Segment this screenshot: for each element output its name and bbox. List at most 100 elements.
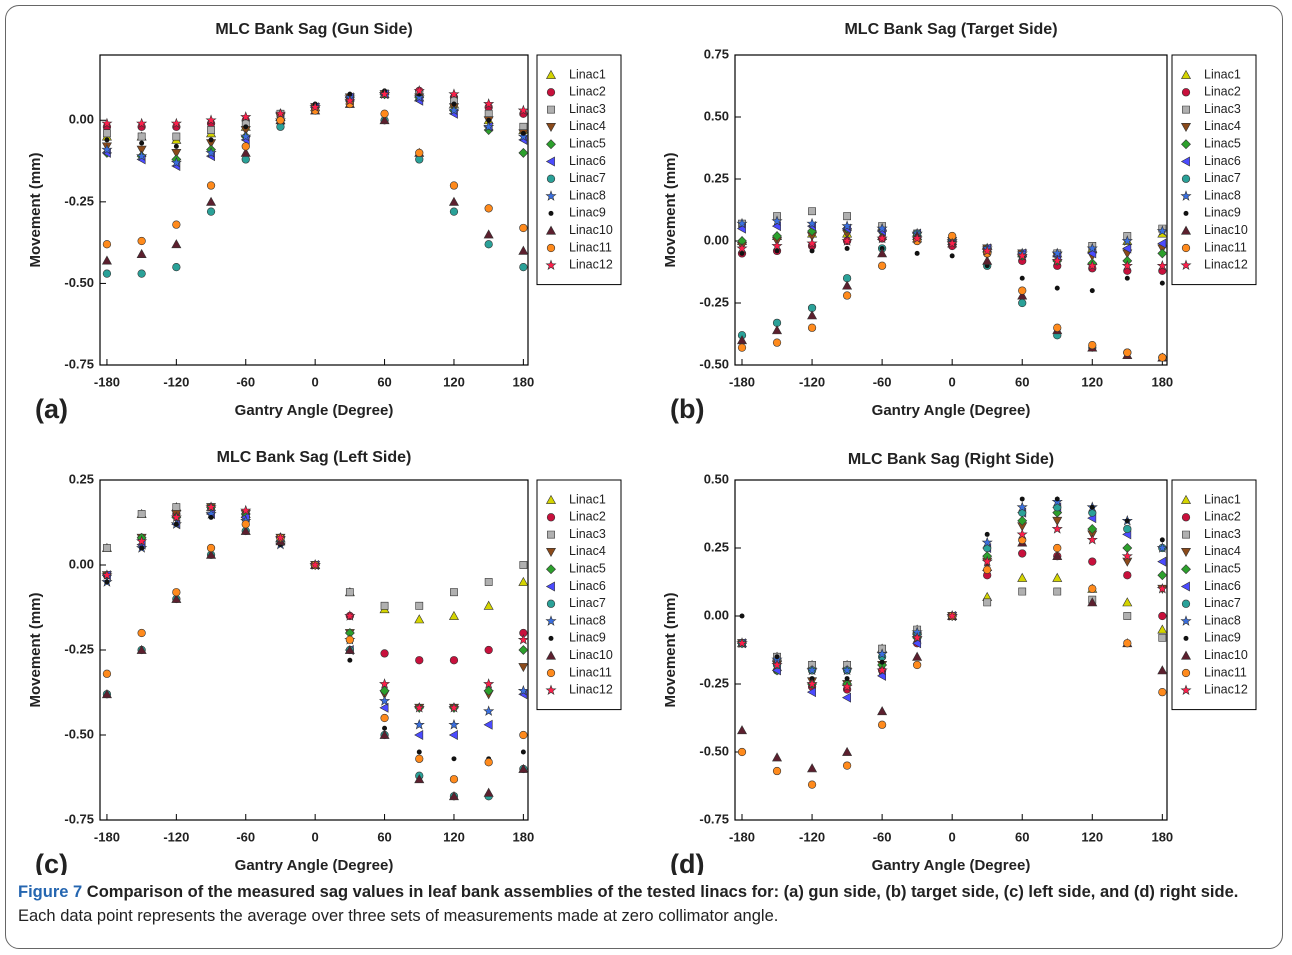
data-point bbox=[208, 137, 214, 143]
data-point bbox=[414, 614, 425, 624]
legend-label: Linac5 bbox=[569, 136, 606, 150]
data-point bbox=[170, 511, 182, 523]
legend-label: Linac12 bbox=[569, 683, 613, 697]
data-point bbox=[737, 343, 747, 352]
data-point bbox=[1156, 582, 1168, 594]
data-point bbox=[518, 576, 529, 586]
y-tick-label: 0.75 bbox=[704, 46, 729, 61]
data-point bbox=[379, 702, 389, 713]
y-tick-label: 0.00 bbox=[69, 112, 94, 127]
data-point bbox=[416, 749, 422, 755]
legend-label: Linac8 bbox=[1204, 613, 1241, 627]
data-point bbox=[1156, 542, 1168, 553]
data-point bbox=[806, 678, 818, 689]
data-point bbox=[807, 323, 817, 332]
legend-label: Linac4 bbox=[569, 544, 606, 558]
data-point bbox=[517, 130, 529, 142]
data-point bbox=[771, 659, 783, 670]
data-point bbox=[101, 255, 112, 265]
legend-label: Linac7 bbox=[1204, 171, 1241, 185]
data-point bbox=[736, 242, 748, 254]
data-point bbox=[842, 280, 853, 290]
data-point bbox=[1121, 550, 1133, 561]
x-tick-label: -60 bbox=[873, 829, 892, 844]
x-tick-label: 0 bbox=[949, 374, 956, 389]
legend-marker bbox=[545, 123, 557, 133]
data-point bbox=[101, 143, 113, 155]
data-point bbox=[844, 676, 850, 682]
data-point bbox=[1158, 688, 1167, 697]
legend-marker bbox=[1181, 88, 1191, 97]
legend-label: Linac5 bbox=[1204, 136, 1241, 150]
data-point bbox=[345, 588, 354, 597]
legend-marker bbox=[1180, 650, 1192, 660]
data-point bbox=[450, 588, 458, 597]
x-axis-label: Gantry Angle (Degree) bbox=[872, 402, 1031, 419]
data-point bbox=[206, 196, 217, 206]
y-tick-label: 0.00 bbox=[69, 556, 94, 571]
y-tick-label: -0.50 bbox=[699, 356, 729, 371]
data-point bbox=[913, 660, 922, 670]
legend-marker bbox=[546, 513, 556, 522]
data-point bbox=[413, 718, 425, 730]
data-point bbox=[206, 549, 217, 559]
x-axis-label: Gantry Angle (Degree) bbox=[872, 857, 1031, 874]
y-tick-label: -0.75 bbox=[64, 356, 94, 371]
data-point bbox=[520, 749, 526, 755]
data-point bbox=[806, 664, 818, 676]
legend-marker bbox=[545, 581, 555, 592]
data-point bbox=[774, 654, 780, 660]
x-tick-label: -60 bbox=[236, 374, 255, 389]
legend-marker bbox=[1180, 190, 1192, 201]
data-point bbox=[448, 701, 460, 713]
data-point bbox=[379, 88, 391, 99]
data-point bbox=[808, 207, 816, 216]
data-point bbox=[103, 129, 111, 138]
data-point bbox=[309, 101, 321, 112]
data-point bbox=[772, 318, 782, 327]
x-tick-label: -120 bbox=[163, 374, 189, 389]
data-point bbox=[1157, 248, 1168, 259]
legend-label: Linac2 bbox=[569, 510, 606, 524]
panel-label: (d) bbox=[670, 849, 704, 875]
data-point bbox=[380, 601, 389, 610]
data-point bbox=[771, 240, 783, 251]
legend-marker bbox=[1181, 668, 1191, 678]
legend-label: Linac2 bbox=[1204, 510, 1241, 524]
legend-marker bbox=[1181, 174, 1191, 183]
data-point bbox=[1088, 341, 1097, 350]
legend-label: Linac11 bbox=[569, 665, 612, 679]
data-point bbox=[137, 236, 146, 246]
data-point bbox=[911, 232, 923, 244]
data-point bbox=[946, 610, 958, 621]
data-point bbox=[842, 274, 852, 283]
legend-marker bbox=[1181, 139, 1191, 150]
data-point bbox=[172, 132, 181, 141]
y-tick-label: -0.25 bbox=[699, 294, 729, 309]
data-point bbox=[104, 137, 110, 143]
data-point bbox=[449, 656, 459, 665]
y-tick-label: 0.00 bbox=[704, 232, 729, 247]
data-point bbox=[172, 588, 181, 597]
data-point bbox=[136, 117, 148, 129]
data-point bbox=[948, 231, 957, 241]
data-point bbox=[207, 126, 215, 134]
y-tick-label: 0.00 bbox=[704, 607, 729, 622]
y-tick-label: 0.50 bbox=[704, 471, 729, 486]
legend-label: Linac6 bbox=[1204, 579, 1241, 593]
legend-label: Linac5 bbox=[1204, 561, 1241, 575]
data-point bbox=[484, 645, 493, 655]
y-axis-label: Movement (mm) bbox=[662, 592, 679, 707]
data-point bbox=[1122, 597, 1133, 607]
legend-label: Linac12 bbox=[1204, 258, 1248, 272]
data-point bbox=[1157, 238, 1167, 249]
data-point bbox=[451, 101, 457, 107]
data-point bbox=[876, 664, 888, 676]
data-point bbox=[413, 91, 425, 103]
x-tick-label: -120 bbox=[799, 829, 825, 844]
data-point bbox=[102, 269, 112, 278]
legend-marker bbox=[1183, 210, 1189, 216]
data-point bbox=[983, 565, 992, 574]
data-point bbox=[842, 746, 853, 756]
